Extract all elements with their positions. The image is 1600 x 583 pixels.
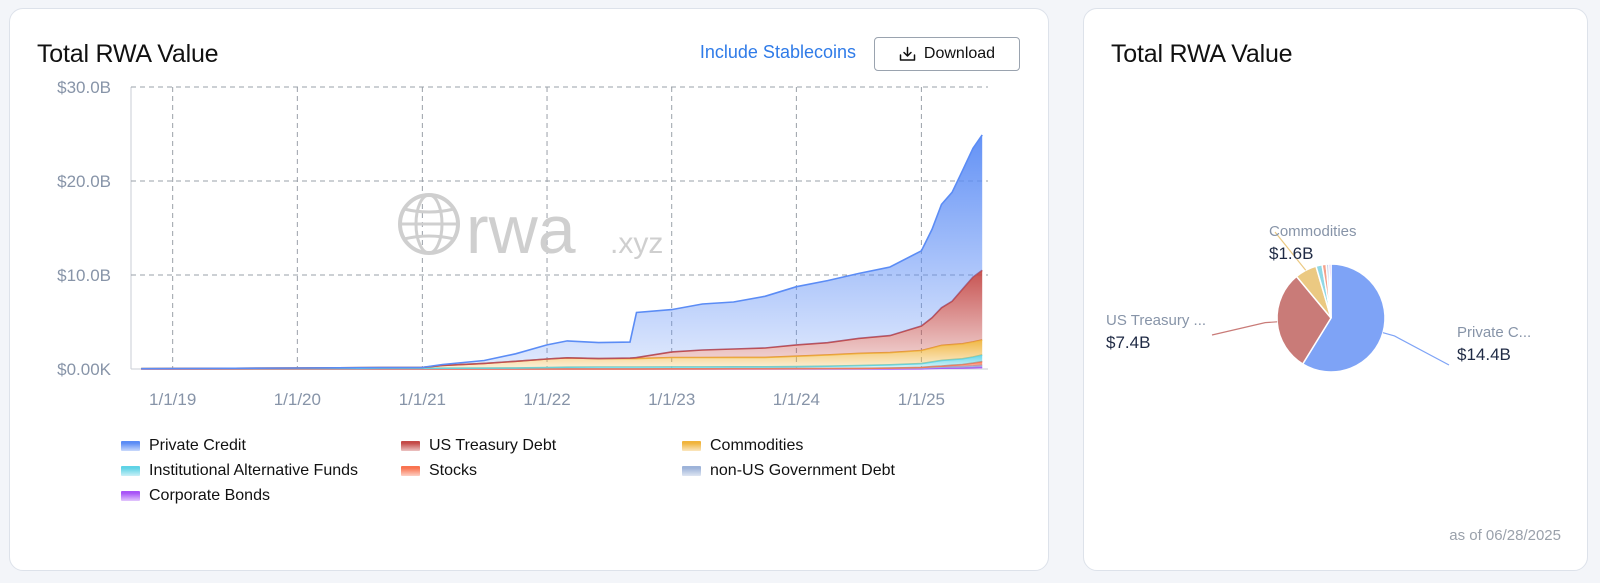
- rwa-watermark: rwa .xyz: [398, 192, 663, 268]
- x-tick-label: 1/1/19: [149, 390, 196, 409]
- card-title: Total RWA Value: [37, 40, 219, 68]
- legend-item[interactable]: Institutional Alternative Funds: [121, 462, 401, 480]
- area-chart-card: Total RWA Value Include Stablecoins Down…: [9, 8, 1049, 571]
- x-tick-label: 1/1/25: [898, 390, 945, 409]
- legend-swatch: [121, 441, 140, 451]
- pie-slice-label: Commodities: [1269, 223, 1357, 240]
- area-commodities[interactable]: [141, 339, 983, 369]
- legend-label: Institutional Alternative Funds: [149, 462, 359, 479]
- pie-leader-line: [1274, 231, 1307, 271]
- pie-slice-private-credit[interactable]: [1301, 263, 1386, 373]
- pie-leader-line: [1382, 332, 1450, 366]
- legend-item[interactable]: US Treasury Debt: [401, 437, 682, 455]
- pie-slice-value: $14.4B: [1457, 345, 1511, 364]
- area-private-credit[interactable]: [141, 134, 983, 369]
- x-tick-label: 1/1/20: [274, 390, 321, 409]
- area-institutional-alternative-funds[interactable]: [141, 354, 983, 369]
- legend-item[interactable]: Corporate Bonds: [121, 487, 401, 505]
- legend-item[interactable]: Private Credit: [121, 437, 401, 455]
- pie-chart: Private C... $14.4B US Treasury ... $7.4B Co…: [1106, 223, 1531, 373]
- pie-slice-value: $7.4B: [1106, 333, 1150, 352]
- globe-icon: [398, 193, 460, 255]
- x-tick-label: 1/1/21: [399, 390, 446, 409]
- x-tick-label: 1/1/23: [648, 390, 695, 409]
- legend-label: Corporate Bonds: [149, 487, 270, 504]
- download-button[interactable]: Download: [874, 37, 1020, 71]
- legend-label: US Treasury Debt: [429, 437, 557, 454]
- y-tick-label: $0.00K: [57, 360, 112, 379]
- x-tick-label: 1/1/24: [773, 390, 820, 409]
- y-tick-label: $10.0B: [57, 266, 111, 285]
- legend-label: Commodities: [710, 437, 804, 454]
- legend-label: non-US Government Debt: [710, 462, 895, 479]
- watermark-suffix: .xyz: [610, 227, 663, 260]
- line-private-credit: [141, 134, 983, 370]
- y-tick-label: $20.0B: [57, 172, 111, 191]
- x-tick-label: 1/1/22: [523, 390, 570, 409]
- download-icon: [899, 46, 916, 61]
- legend-item[interactable]: Commodities: [682, 437, 982, 455]
- pie-slice-label: US Treasury ...: [1106, 312, 1206, 329]
- download-label: Download: [923, 45, 996, 62]
- pie-slice-label: Private C...: [1457, 324, 1531, 341]
- legend-swatch: [121, 466, 140, 476]
- card-title: Total RWA Value: [1111, 40, 1293, 68]
- legend-swatch: [121, 491, 140, 501]
- legend-swatch: [682, 466, 701, 476]
- legend-item[interactable]: non-US Government Debt: [682, 462, 982, 480]
- pie-slice-corporate-bonds[interactable]: [1328, 263, 1332, 319]
- legend-swatch: [682, 441, 701, 451]
- pie-leader-line: [1211, 321, 1278, 336]
- pie-chart-card: Total RWA Value Private C... $14.4B US Tre…: [1083, 8, 1588, 571]
- as-of-date: as of 06/28/2025: [1449, 527, 1561, 544]
- watermark-brand: rwa: [466, 192, 576, 268]
- pie-slice-value: $1.6B: [1269, 244, 1313, 263]
- legend-swatch: [401, 441, 420, 451]
- stacked-area-chart: rwa .xyz $0.00K $10.0B $20.0B $30.0B 1/1/19 1…: [57, 78, 988, 409]
- chart-legend: Private Credit US Treasury Debt Commoditie…: [121, 437, 1021, 505]
- pie-slice-us-treasury-debt[interactable]: [1276, 275, 1332, 366]
- legend-label: Private Credit: [149, 437, 246, 454]
- legend-item[interactable]: Stocks: [401, 462, 682, 480]
- legend-swatch: [401, 466, 420, 476]
- legend-label: Stocks: [429, 462, 478, 479]
- include-stablecoins-toggle[interactable]: Include Stablecoins: [699, 42, 856, 62]
- y-tick-label: $30.0B: [57, 78, 111, 97]
